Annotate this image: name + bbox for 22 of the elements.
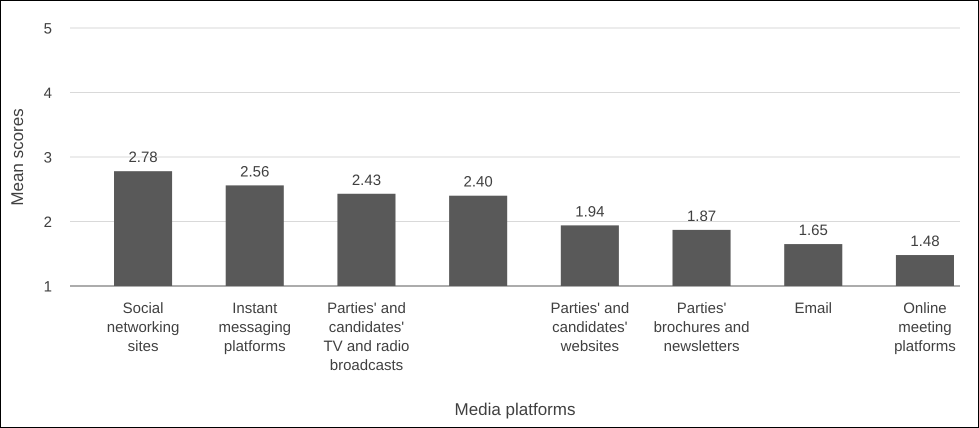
y-tick-label: 1 <box>44 278 52 296</box>
data-label: 2.78 <box>128 149 158 166</box>
x-tick-label: Parties' and candidates' websites <box>550 300 630 355</box>
y-tick-label: 3 <box>44 149 52 166</box>
x-axis-title: Media platforms <box>454 400 576 419</box>
data-label: 1.87 <box>686 208 716 225</box>
x-tick-label: Email <box>794 300 832 317</box>
data-label: 1.94 <box>575 203 604 220</box>
x-tick-label: Social networking sites <box>106 300 180 355</box>
y-tick-label: 2 <box>44 214 52 231</box>
y-tick-label: 4 <box>44 84 52 102</box>
data-label: 2.40 <box>464 174 493 191</box>
x-tick-label: Instant messaging platforms <box>218 300 292 355</box>
y-axis-title: Mean scores <box>8 108 27 206</box>
data-label: 2.56 <box>240 163 270 180</box>
y-tick-label: 5 <box>44 20 52 38</box>
data-label: 1.65 <box>798 222 828 240</box>
x-tick-label: Parties' brochures and newsletters <box>654 300 750 355</box>
x-tick-label: Parties' and candidates' TV and radio broadcasts <box>324 300 410 374</box>
data-label: 1.48 <box>910 233 940 250</box>
x-tick-label: Online meeting platforms <box>894 300 956 355</box>
data-label: 2.43 <box>352 172 382 189</box>
